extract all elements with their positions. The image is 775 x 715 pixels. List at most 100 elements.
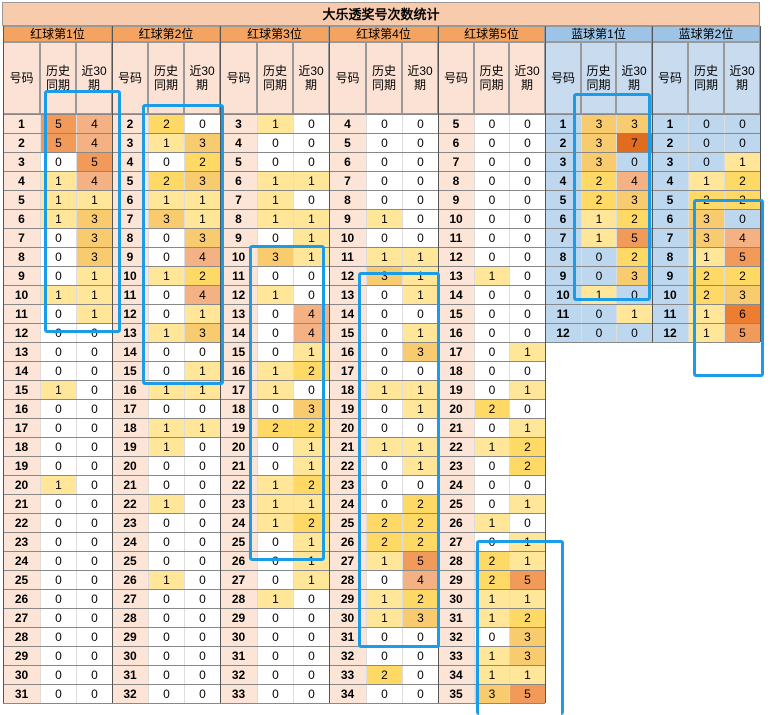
recent-cell: 6 — [724, 304, 760, 323]
number-cell: 32 — [329, 646, 366, 665]
recent-cell: 3 — [184, 323, 220, 342]
number-cell: 25 — [220, 532, 257, 551]
recent-cell: 0 — [76, 608, 112, 627]
recent-cell: 0 — [293, 266, 329, 285]
history-cell: 1 — [688, 304, 724, 323]
history-cell: 0 — [148, 285, 184, 304]
number-cell: 31 — [220, 646, 257, 665]
recent-cell: 0 — [509, 114, 545, 133]
history-cell: 3 — [474, 684, 509, 703]
recent-cell: 0 — [724, 209, 760, 228]
recent-cell: 0 — [76, 361, 112, 380]
recent-cell: 5 — [724, 247, 760, 266]
row-divider — [545, 342, 760, 343]
recent-cell: 0 — [76, 627, 112, 646]
history-cell: 0 — [40, 684, 76, 703]
history-cell: 3 — [148, 209, 184, 228]
history-cell: 0 — [474, 228, 509, 247]
number-cell: 2 — [112, 114, 148, 133]
recent-cell: 0 — [76, 456, 112, 475]
number-cell: 7 — [652, 228, 688, 247]
number-cell: 8 — [3, 247, 40, 266]
number-cell: 12 — [545, 323, 581, 342]
row-divider — [3, 608, 545, 609]
recent-cell: 2 — [184, 266, 220, 285]
recent-cell: 0 — [76, 418, 112, 437]
number-cell: 18 — [220, 399, 257, 418]
number-cell: 26 — [329, 532, 366, 551]
history-cell: 0 — [40, 361, 76, 380]
number-cell: 22 — [112, 494, 148, 513]
column-divider — [545, 26, 546, 703]
history-cell: 0 — [474, 494, 509, 513]
highlight-box-blue2 — [693, 199, 764, 377]
history-cell: 0 — [40, 551, 76, 570]
number-cell: 27 — [438, 532, 474, 551]
history-cell: 0 — [257, 665, 293, 684]
history-cell: 3 — [581, 114, 616, 133]
row-divider — [3, 171, 545, 172]
number-cell: 7 — [112, 209, 148, 228]
history-cell: 0 — [474, 380, 509, 399]
history-cell: 0 — [366, 342, 402, 361]
recent-cell: 5 — [616, 228, 652, 247]
row-divider — [3, 418, 545, 419]
history-cell: 0 — [40, 399, 76, 418]
number-cell: 7 — [438, 152, 474, 171]
history-cell: 0 — [366, 627, 402, 646]
column-header-recent: 近30 期 — [724, 42, 760, 114]
number-cell: 20 — [438, 399, 474, 418]
number-cell: 10 — [112, 266, 148, 285]
number-cell: 23 — [3, 532, 40, 551]
number-cell: 23 — [112, 513, 148, 532]
history-cell: 0 — [257, 684, 293, 703]
recent-cell: 1 — [402, 285, 438, 304]
number-cell: 5 — [220, 152, 257, 171]
number-cell: 25 — [112, 551, 148, 570]
number-cell: 15 — [3, 380, 40, 399]
history-cell: 0 — [257, 456, 293, 475]
recent-cell: 0 — [402, 304, 438, 323]
history-cell: 0 — [40, 608, 76, 627]
history-cell: 2 — [688, 266, 724, 285]
number-cell: 19 — [329, 399, 366, 418]
recent-cell: 2 — [402, 513, 438, 532]
recent-cell: 0 — [509, 228, 545, 247]
recent-cell: 3 — [402, 608, 438, 627]
recent-cell: 4 — [76, 133, 112, 152]
recent-cell: 1 — [293, 209, 329, 228]
history-cell: 1 — [40, 475, 76, 494]
history-cell: 0 — [148, 589, 184, 608]
recent-cell: 0 — [76, 494, 112, 513]
recent-cell: 0 — [509, 190, 545, 209]
column-header-hist: 历史 同期 — [474, 42, 509, 114]
number-cell: 28 — [3, 627, 40, 646]
recent-cell: 0 — [402, 418, 438, 437]
recent-cell: 0 — [293, 608, 329, 627]
history-cell: 1 — [474, 646, 509, 665]
history-cell: 1 — [474, 665, 509, 684]
number-cell: 17 — [329, 361, 366, 380]
history-cell: 1 — [257, 475, 293, 494]
history-cell: 1 — [257, 190, 293, 209]
history-cell: 1 — [474, 589, 509, 608]
history-cell: 0 — [688, 152, 724, 171]
recent-cell: 0 — [184, 494, 220, 513]
number-cell: 12 — [112, 304, 148, 323]
recent-cell: 1 — [293, 532, 329, 551]
number-cell: 23 — [220, 494, 257, 513]
column-header-num: 号码 — [438, 42, 474, 114]
recent-cell: 1 — [76, 190, 112, 209]
number-cell: 29 — [220, 608, 257, 627]
recent-cell: 0 — [509, 304, 545, 323]
history-cell: 0 — [148, 247, 184, 266]
history-cell: 0 — [581, 247, 616, 266]
number-cell: 21 — [3, 494, 40, 513]
row-divider — [3, 190, 545, 191]
history-cell: 0 — [40, 247, 76, 266]
history-cell: 0 — [148, 665, 184, 684]
history-cell: 0 — [40, 342, 76, 361]
recent-cell: 3 — [184, 171, 220, 190]
history-cell: 2 — [366, 532, 402, 551]
number-cell: 29 — [112, 627, 148, 646]
